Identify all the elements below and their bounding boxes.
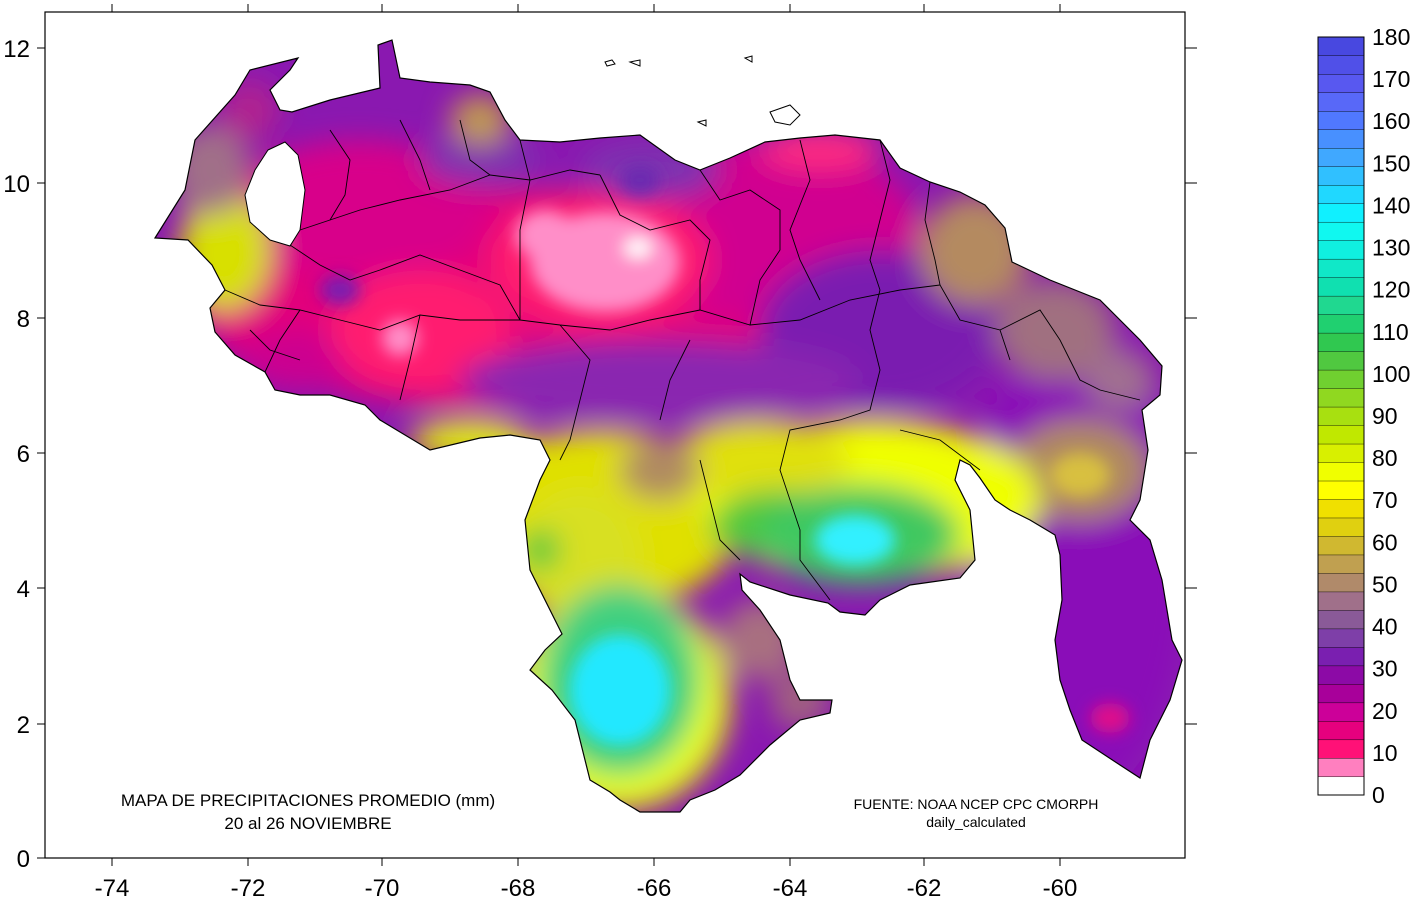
colorbar-label: 180 (1372, 24, 1410, 50)
colorbar-swatch (1317, 757, 1365, 778)
colorbar-label: 80 (1372, 445, 1398, 471)
colorbar-swatch (1317, 443, 1365, 463)
colorbar-swatch (1317, 240, 1365, 260)
colorbar-labels: 0 10 20 30 40 50 60 70 80 90 100 110 120 130 140 150 160… (1372, 24, 1410, 808)
colorbar-swatch (1317, 332, 1365, 352)
colorbar-swatch (1317, 314, 1365, 334)
colorbar-swatch (1317, 739, 1365, 759)
x-tick-labels: -74 -72 -70 -68 -66 -64 -62 -60 (95, 875, 1078, 902)
islands (604, 55, 801, 127)
x-tick-label: -62 (907, 875, 942, 902)
x-tick-label: -64 (773, 875, 808, 902)
colorbar-swatch (1317, 776, 1365, 796)
data-source-note: daily_calculated (926, 814, 1026, 830)
colorbar-swatch (1317, 147, 1365, 167)
colorbar-swatch (1317, 129, 1365, 149)
colorbar-label: 0 (1372, 782, 1385, 808)
colorbar-swatch (1317, 535, 1365, 556)
colorbar-frame (1317, 36, 1365, 796)
colorbar-swatch (1317, 628, 1365, 648)
colorbar-label: 10 (1372, 740, 1398, 766)
y-tick-labels: 0 2 4 6 8 10 12 (3, 36, 30, 873)
colorbar-swatch (1317, 295, 1365, 315)
colorbar-swatch (1317, 55, 1365, 75)
data-source: FUENTE: NOAA NCEP CPC CMORPH (854, 796, 1099, 812)
colorbar-label: 40 (1372, 614, 1398, 640)
colorbar-swatch (1317, 665, 1365, 685)
colorbar-swatch (1317, 36, 1365, 56)
colorbar-label: 90 (1372, 403, 1398, 429)
colorbar-label: 150 (1372, 150, 1410, 176)
colorbar-swatch (1317, 572, 1365, 593)
colorbar-label: 60 (1372, 529, 1398, 555)
x-tick-label: -68 (501, 875, 536, 902)
colorbar-swatch (1317, 110, 1365, 130)
x-tick-label: -72 (231, 875, 266, 902)
colorbar-swatch (1317, 720, 1365, 741)
axis-ticks (37, 4, 1197, 866)
colorbar-swatch (1317, 683, 1365, 704)
y-tick-label: 0 (17, 846, 30, 873)
colorbar-label: 50 (1372, 571, 1398, 597)
colorbar-swatch (1317, 462, 1365, 482)
x-tick-label: -66 (637, 875, 672, 902)
colorbar-swatch (1317, 406, 1365, 426)
colorbar-label: 30 (1372, 656, 1398, 682)
colorbar-label: 130 (1372, 235, 1410, 261)
colorbar-swatch (1317, 73, 1365, 93)
colorbar-swatch (1317, 258, 1365, 278)
colorbar-label: 70 (1372, 487, 1398, 513)
colorbar-label: 140 (1372, 192, 1410, 218)
colorbar-label: 20 (1372, 698, 1398, 724)
colorbar-label: 100 (1372, 361, 1410, 387)
colorbar-swatch (1317, 702, 1365, 722)
y-tick-label: 4 (17, 576, 30, 603)
state-boundaries (224, 119, 1141, 601)
lake-maracaibo (244, 141, 306, 247)
colorbar-swatch (1317, 277, 1365, 297)
colorbar (1317, 36, 1365, 796)
colorbar-label: 110 (1372, 319, 1409, 345)
colorbar-swatch (1317, 369, 1365, 389)
colorbar-swatch (1317, 646, 1365, 667)
colorbar-label: 170 (1372, 66, 1410, 92)
y-tick-label: 6 (17, 441, 30, 468)
colorbar-swatch (1317, 425, 1365, 445)
x-tick-label: -60 (1043, 875, 1078, 902)
colorbar-swatch (1317, 609, 1365, 630)
colorbar-swatch (1317, 498, 1365, 519)
y-tick-label: 12 (3, 36, 30, 63)
y-tick-label: 2 (17, 712, 30, 739)
colorbar-swatch (1317, 591, 1365, 611)
colorbar-swatch (1317, 184, 1365, 204)
colorbar-label: 120 (1372, 277, 1410, 303)
colorbar-swatch (1317, 203, 1365, 223)
colorbar-swatch (1317, 166, 1365, 186)
map-title: MAPA DE PRECIPITACIONES PROMEDIO (mm) (121, 791, 495, 810)
x-tick-label: -74 (95, 875, 130, 902)
country-outline (153, 39, 1183, 813)
colorbar-swatch (1317, 388, 1365, 408)
y-tick-label: 10 (3, 171, 30, 198)
colorbar-swatch (1317, 517, 1365, 537)
colorbar-label: 160 (1372, 108, 1410, 134)
colorbar-swatch (1317, 480, 1365, 500)
colorbar-swatch (1317, 92, 1365, 112)
colorbar-swatch (1317, 221, 1365, 241)
y-tick-label: 8 (17, 306, 30, 333)
colorbar-swatch (1317, 351, 1365, 371)
colorbar-swatch (1317, 554, 1365, 574)
x-tick-label: -70 (365, 875, 400, 902)
map-date-range: 20 al 26 NOVIEMBRE (224, 814, 391, 833)
